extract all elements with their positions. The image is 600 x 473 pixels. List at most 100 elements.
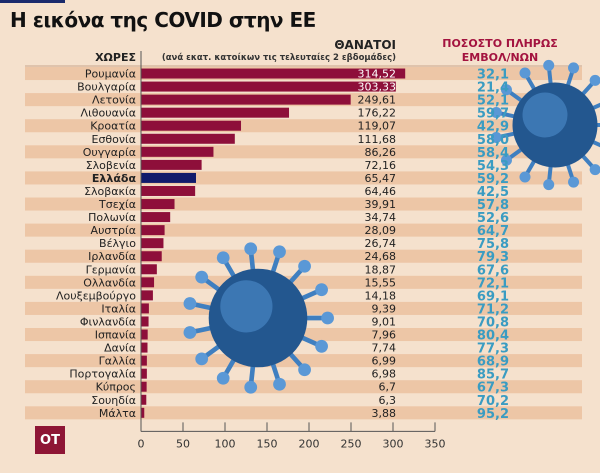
country-label: Εσθονία [92,133,137,146]
vaccination-value-label: 79,3 [477,250,509,265]
death-value-label: 249,61 [358,94,397,107]
bar-Φινλανδία [141,316,149,327]
country-label: Λιθουανία [81,107,136,120]
death-value-label: 6,3 [379,394,397,407]
x-tick-label: 100 [215,437,236,450]
country-label: Ουγγαρία [83,146,136,159]
bar-Ρουμανία [141,68,406,79]
country-label: Κύπρος [96,381,136,394]
country-label: Ρουμανία [85,68,136,81]
bar-Τσεχία [141,199,175,210]
vaccination-value-label: 69,1 [477,289,509,304]
vaccination-value-label: 67,3 [477,381,509,396]
country-label: Κροατία [90,120,136,133]
vaccination-value-label: 72,1 [477,276,509,291]
death-value-label: 15,55 [365,276,397,289]
bar-Ουγγαρία [141,146,214,157]
death-value-label: 9,39 [372,302,397,315]
vaccination-value-label: 58,4 [477,146,509,161]
x-tick-label: 0 [138,437,145,450]
death-value-label: 314,52 [358,68,397,81]
vaccination-value-label: 32,1 [477,68,509,83]
death-value-label: 26,74 [365,237,397,250]
bar-Βέλγιο [141,238,164,249]
country-label: Τσεχία [98,198,136,211]
bar-Κύπρος [141,381,147,392]
country-label: Μάλτα [99,407,136,420]
vaccination-header-line1: ΠΟΣΟΣΤΟ ΠΛΗΡΩΣ [442,37,558,50]
top-accent-bar [0,0,65,3]
row-stripe [25,380,582,394]
death-value-label: 6,99 [372,355,397,368]
country-label: Ισπανία [95,329,136,342]
death-value-label: 64,46 [365,185,397,198]
bar-Αυστρία [141,225,165,236]
bar-Ιταλία [141,303,149,314]
bar-Εσθονία [141,133,235,144]
country-label: Βουλγαρία [77,81,136,94]
death-value-label: 14,18 [365,289,397,302]
death-value-label: 65,47 [365,172,397,185]
country-label: Λετονία [92,94,136,107]
bar-Λετονία [141,94,351,105]
row-stripe [25,354,582,368]
bar-Γερμανία [141,264,157,275]
vaccination-value-label: 21,4 [477,81,509,96]
row-stripe [25,275,582,289]
vaccination-value-label: 42,9 [477,120,509,135]
vaccination-value-label: 57,8 [477,198,509,213]
death-value-label: 9,01 [372,315,397,328]
vaccination-value-label: 58,0 [477,133,509,148]
bar-Γαλλία [141,355,147,366]
x-tick-label: 350 [425,437,446,450]
country-label: Σλοβενία [86,159,136,172]
country-label: Φινλανδία [80,315,136,328]
x-tick-label: 200 [299,437,320,450]
x-tick-label: 300 [383,437,404,450]
vaccination-value-label: 95,2 [477,407,509,422]
death-value-label: 7,96 [372,329,397,342]
x-tick-label: 50 [176,437,190,450]
death-value-label: 39,91 [365,198,397,211]
country-label: Σουηδία [91,394,136,407]
vaccination-value-label: 70,8 [477,315,509,330]
bar-Λιθουανία [141,107,290,118]
vaccination-value-label: 54,3 [477,159,509,174]
virus-image-right [490,59,600,191]
country-label: Ολλανδία [83,276,136,289]
death-value-label: 18,87 [365,263,397,276]
chart-title: Η εικόνα της COVID στην ΕΕ [10,8,316,32]
country-label: Ιταλία [101,302,136,315]
vaccination-value-label: 85,7 [477,368,509,383]
bar-Βουλγαρία [141,81,396,92]
vaccination-value-label: 52,6 [477,211,509,226]
bar-Πορτογαλία [141,368,147,379]
vaccination-value-label: 67,6 [477,263,509,278]
country-label: Ελλάδα [92,172,137,185]
death-value-label: 176,22 [358,107,397,120]
vaccination-header-line2: ΕΜΒΟΛ/ΝΩΝ [461,51,539,64]
death-value-label: 6,7 [379,381,397,394]
country-label: Γαλλία [99,355,136,368]
country-label: Δανία [104,342,136,355]
vaccination-value-label: 64,7 [477,224,509,239]
vaccination-value-label: 75,8 [477,237,509,252]
bar-Λουξεμβούργο [141,290,153,301]
bar-Ελλάδα [141,172,196,183]
ot-logo: OT [35,426,65,454]
death-value-label: 86,26 [365,146,397,159]
vaccination-value-label: 68,9 [477,355,509,370]
death-value-label: 34,74 [365,211,397,224]
death-value-label: 3,88 [372,407,397,420]
x-tick-label: 150 [257,437,278,450]
deaths-subheader: (ανά εκατ. κατοίκων τις τελευταίες 2 εβδ… [161,53,396,63]
death-value-label: 119,07 [358,120,397,133]
vaccination-value-label: 59,2 [477,172,509,187]
vaccination-value-label: 70,2 [477,394,509,409]
bar-Ιρλανδία [141,251,162,262]
bar-Σουηδία [141,394,147,405]
bar-Δανία [141,342,148,353]
death-value-label: 24,68 [365,250,397,263]
bar-Ισπανία [141,329,148,340]
